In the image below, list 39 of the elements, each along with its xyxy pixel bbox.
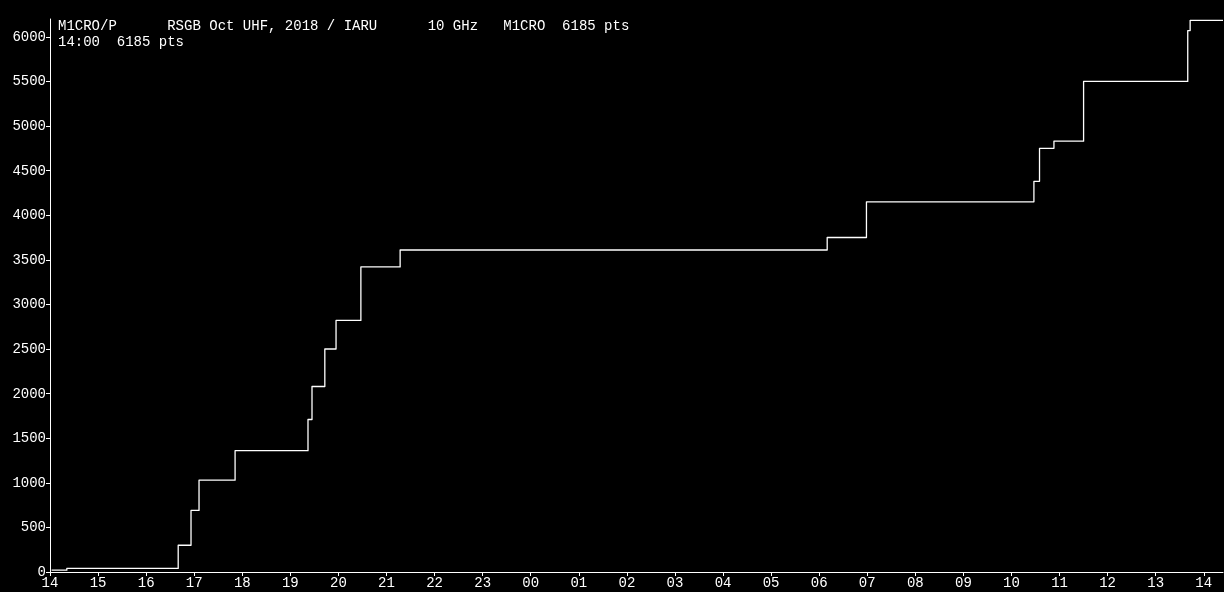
- y-tick-label: 1500: [12, 430, 46, 447]
- x-tick-label: 12: [1099, 575, 1117, 591]
- y-tick-label: 1000: [12, 474, 46, 491]
- x-tick-label: 04: [714, 575, 732, 591]
- y-tick-label: 5500: [12, 73, 46, 90]
- x-tick-label: 09: [955, 575, 972, 591]
- x-tick-label: 05: [762, 575, 780, 591]
- x-tick-label: 19: [281, 575, 299, 591]
- x-tick-label: 14: [1195, 575, 1213, 591]
- x-tick-label: 13: [1147, 575, 1165, 591]
- y-tick-label: 4500: [12, 162, 46, 179]
- y-tick-label: 500: [20, 519, 46, 536]
- x-tick-label: 08: [906, 575, 924, 591]
- x-tick-label: 11: [1051, 575, 1068, 591]
- y-tick-label: 3500: [12, 251, 46, 268]
- y-tick-label: 2500: [12, 341, 46, 358]
- x-tick-label: 15: [89, 575, 107, 591]
- x-tick-label: 01: [570, 575, 588, 591]
- x-tick-label: 17: [185, 575, 203, 591]
- x-tick-label: 07: [858, 575, 876, 591]
- text: 14:00 6185 pts: [58, 34, 185, 50]
- x-tick-label: 00: [522, 575, 540, 591]
- x-tick-label: 02: [618, 575, 636, 591]
- x-tick-label: 22: [426, 575, 443, 591]
- x-tick-label: 14: [41, 575, 59, 591]
- chart-title: M1CRO/P RSGB Oct UHF, 2018 / IARU 10 GHz M1CRO 6185 pts: [58, 18, 630, 34]
- x-tick-label: 18: [233, 575, 251, 591]
- x-tick-label: 10: [1003, 575, 1020, 591]
- x-tick-label: 03: [666, 575, 684, 591]
- y-tick-label: 2000: [12, 385, 46, 402]
- y-tick-label: 4000: [12, 207, 46, 224]
- y-tick-label: 5000: [12, 118, 46, 135]
- y-tick-label: 3000: [12, 296, 46, 313]
- x-tick-label: 06: [810, 575, 828, 591]
- x-tick-label: 23: [474, 575, 492, 591]
- x-tick-label: 16: [137, 575, 155, 591]
- y-tick-label: 6000: [12, 28, 46, 45]
- x-tick-label: 20: [330, 575, 347, 591]
- x-tick-label: 21: [378, 575, 395, 591]
